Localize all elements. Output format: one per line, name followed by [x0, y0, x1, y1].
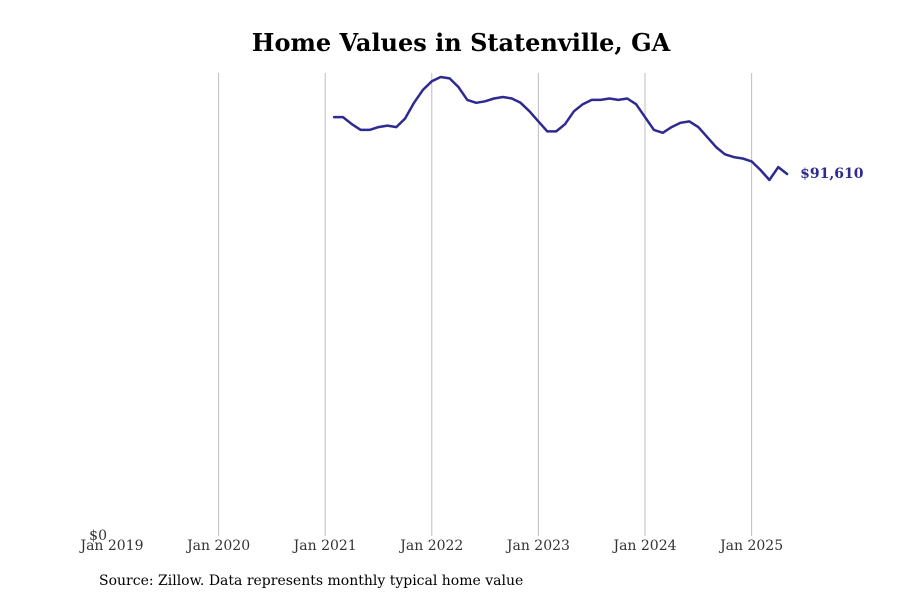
y-axis-ticks: $0	[89, 528, 107, 544]
x-tick-label: Jan 2019	[78, 538, 143, 554]
grid-lines	[218, 73, 753, 536]
x-tick-label: Jan 2020	[185, 538, 250, 554]
chart-title: Home Values in Statenville, GA	[251, 28, 671, 57]
y-tick-label: $0	[89, 528, 107, 544]
x-tick-label: Jan 2021	[292, 538, 357, 554]
x-tick-label: Jan 2022	[398, 538, 463, 554]
x-tick-label: Jan 2024	[611, 538, 676, 554]
x-tick-label: Jan 2023	[505, 538, 570, 554]
source-note: Source: Zillow. Data represents monthly …	[99, 573, 524, 589]
end-value-label: $91,610	[800, 166, 864, 182]
end-label-group: $91,610	[800, 166, 864, 182]
series-line	[332, 75, 789, 182]
series-group	[332, 75, 789, 182]
x-axis-ticks: Jan 2019 Jan 2020 Jan 2021 Jan 2022 Jan 2023…	[78, 538, 783, 554]
x-tick-label: Jan 2025	[718, 538, 783, 554]
